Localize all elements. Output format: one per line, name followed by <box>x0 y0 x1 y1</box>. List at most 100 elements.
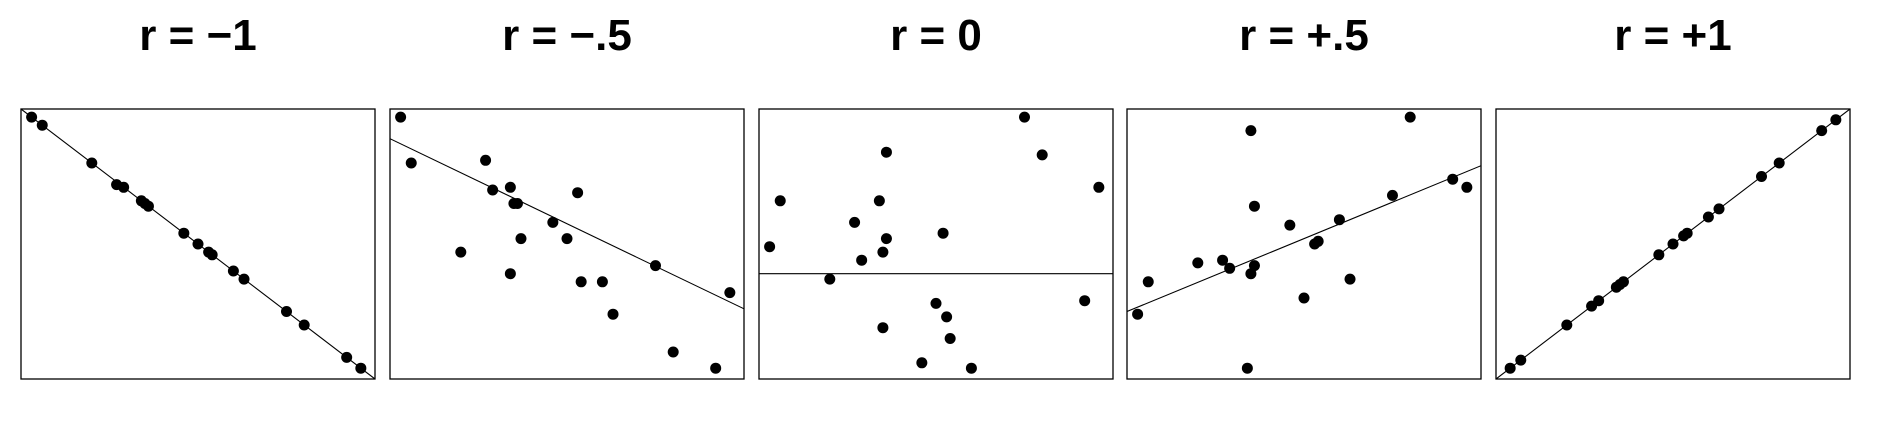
plot-frame <box>758 108 1114 380</box>
scatter-plot <box>20 108 376 380</box>
scatter-plot <box>1495 108 1851 380</box>
scatter-plot <box>1126 108 1482 380</box>
panel-title: r = −1 <box>139 11 257 60</box>
data-point <box>575 276 587 288</box>
data-point <box>856 254 868 266</box>
scatter-plot <box>389 108 745 380</box>
data-point <box>1773 157 1785 169</box>
data-point <box>877 246 889 258</box>
data-point <box>1245 125 1257 137</box>
scatter-panel-r-minus-1: r = −1 <box>20 0 376 424</box>
data-point <box>1248 200 1260 212</box>
data-point <box>607 308 619 320</box>
data-point <box>880 233 892 245</box>
data-point <box>238 273 250 285</box>
data-point <box>1447 173 1459 185</box>
data-point <box>227 265 239 277</box>
scatter-plot <box>758 108 1114 380</box>
data-point <box>1756 171 1767 182</box>
data-point <box>774 195 786 207</box>
fit-line <box>390 138 744 310</box>
data-point <box>1036 149 1048 161</box>
data-point <box>1561 319 1573 331</box>
data-point <box>281 306 292 317</box>
data-point <box>455 246 467 258</box>
data-point <box>395 111 407 123</box>
panel-title: r = −.5 <box>502 11 632 60</box>
scatter-panel-r-minus-half: r = −.5 <box>389 0 745 424</box>
data-point <box>724 287 736 299</box>
panel-title: r = +1 <box>1614 11 1732 60</box>
data-point <box>937 227 949 239</box>
data-point <box>178 227 190 239</box>
data-point <box>849 216 861 228</box>
data-point <box>86 157 98 169</box>
data-point <box>561 233 573 245</box>
plot-frame <box>389 108 745 380</box>
data-point <box>1653 249 1665 261</box>
data-point <box>1132 308 1144 320</box>
data-point <box>1333 214 1345 226</box>
data-point <box>1816 125 1828 137</box>
data-point <box>192 238 204 250</box>
data-point <box>206 249 218 261</box>
data-point <box>873 195 885 207</box>
data-point <box>487 184 499 196</box>
data-point <box>298 319 310 331</box>
scatter-panel-r-plus-1: r = +1 <box>1495 0 1851 424</box>
data-point <box>1224 262 1236 274</box>
data-point <box>1142 276 1154 288</box>
data-point <box>1298 292 1310 304</box>
data-point <box>1284 219 1296 231</box>
data-point <box>1617 276 1629 288</box>
data-point <box>515 233 527 245</box>
data-point <box>1192 257 1204 269</box>
data-point <box>405 157 417 169</box>
data-point <box>36 119 48 131</box>
panel-title: r = 0 <box>890 11 982 60</box>
plot-frame <box>1495 108 1851 380</box>
data-point <box>916 357 928 369</box>
data-point <box>1702 211 1714 223</box>
data-point <box>596 276 608 288</box>
data-point <box>1217 254 1229 266</box>
data-point <box>1515 354 1527 366</box>
data-point <box>667 346 679 358</box>
data-point <box>944 333 956 344</box>
data-point <box>877 322 889 334</box>
data-point <box>480 154 492 166</box>
data-point <box>1404 111 1416 123</box>
data-point <box>572 187 584 199</box>
data-point <box>1241 362 1253 374</box>
data-point <box>1667 238 1679 250</box>
plot-frame <box>20 108 376 380</box>
data-point <box>355 362 367 374</box>
data-point <box>26 111 38 123</box>
data-point <box>880 146 892 158</box>
data-point <box>1504 362 1516 374</box>
panel-title: r = +.5 <box>1239 11 1369 60</box>
plot-frame <box>1126 108 1482 380</box>
data-point <box>504 181 516 193</box>
data-point <box>1387 189 1398 201</box>
data-point <box>142 200 154 212</box>
data-point <box>965 362 977 374</box>
data-point <box>547 216 559 228</box>
data-point <box>504 268 516 280</box>
fit-line <box>1127 165 1481 313</box>
data-point <box>710 362 722 374</box>
data-point <box>1830 114 1842 126</box>
data-point <box>1093 181 1105 193</box>
data-point <box>341 351 353 363</box>
data-point <box>1079 295 1091 307</box>
data-point <box>511 198 523 209</box>
data-point <box>1713 203 1725 215</box>
data-point <box>930 297 942 309</box>
data-point <box>764 241 776 253</box>
data-point <box>1248 260 1260 272</box>
data-point <box>1461 181 1473 193</box>
data-point <box>1593 295 1605 307</box>
data-point <box>118 181 130 193</box>
data-point <box>824 273 836 285</box>
data-point <box>941 311 953 323</box>
